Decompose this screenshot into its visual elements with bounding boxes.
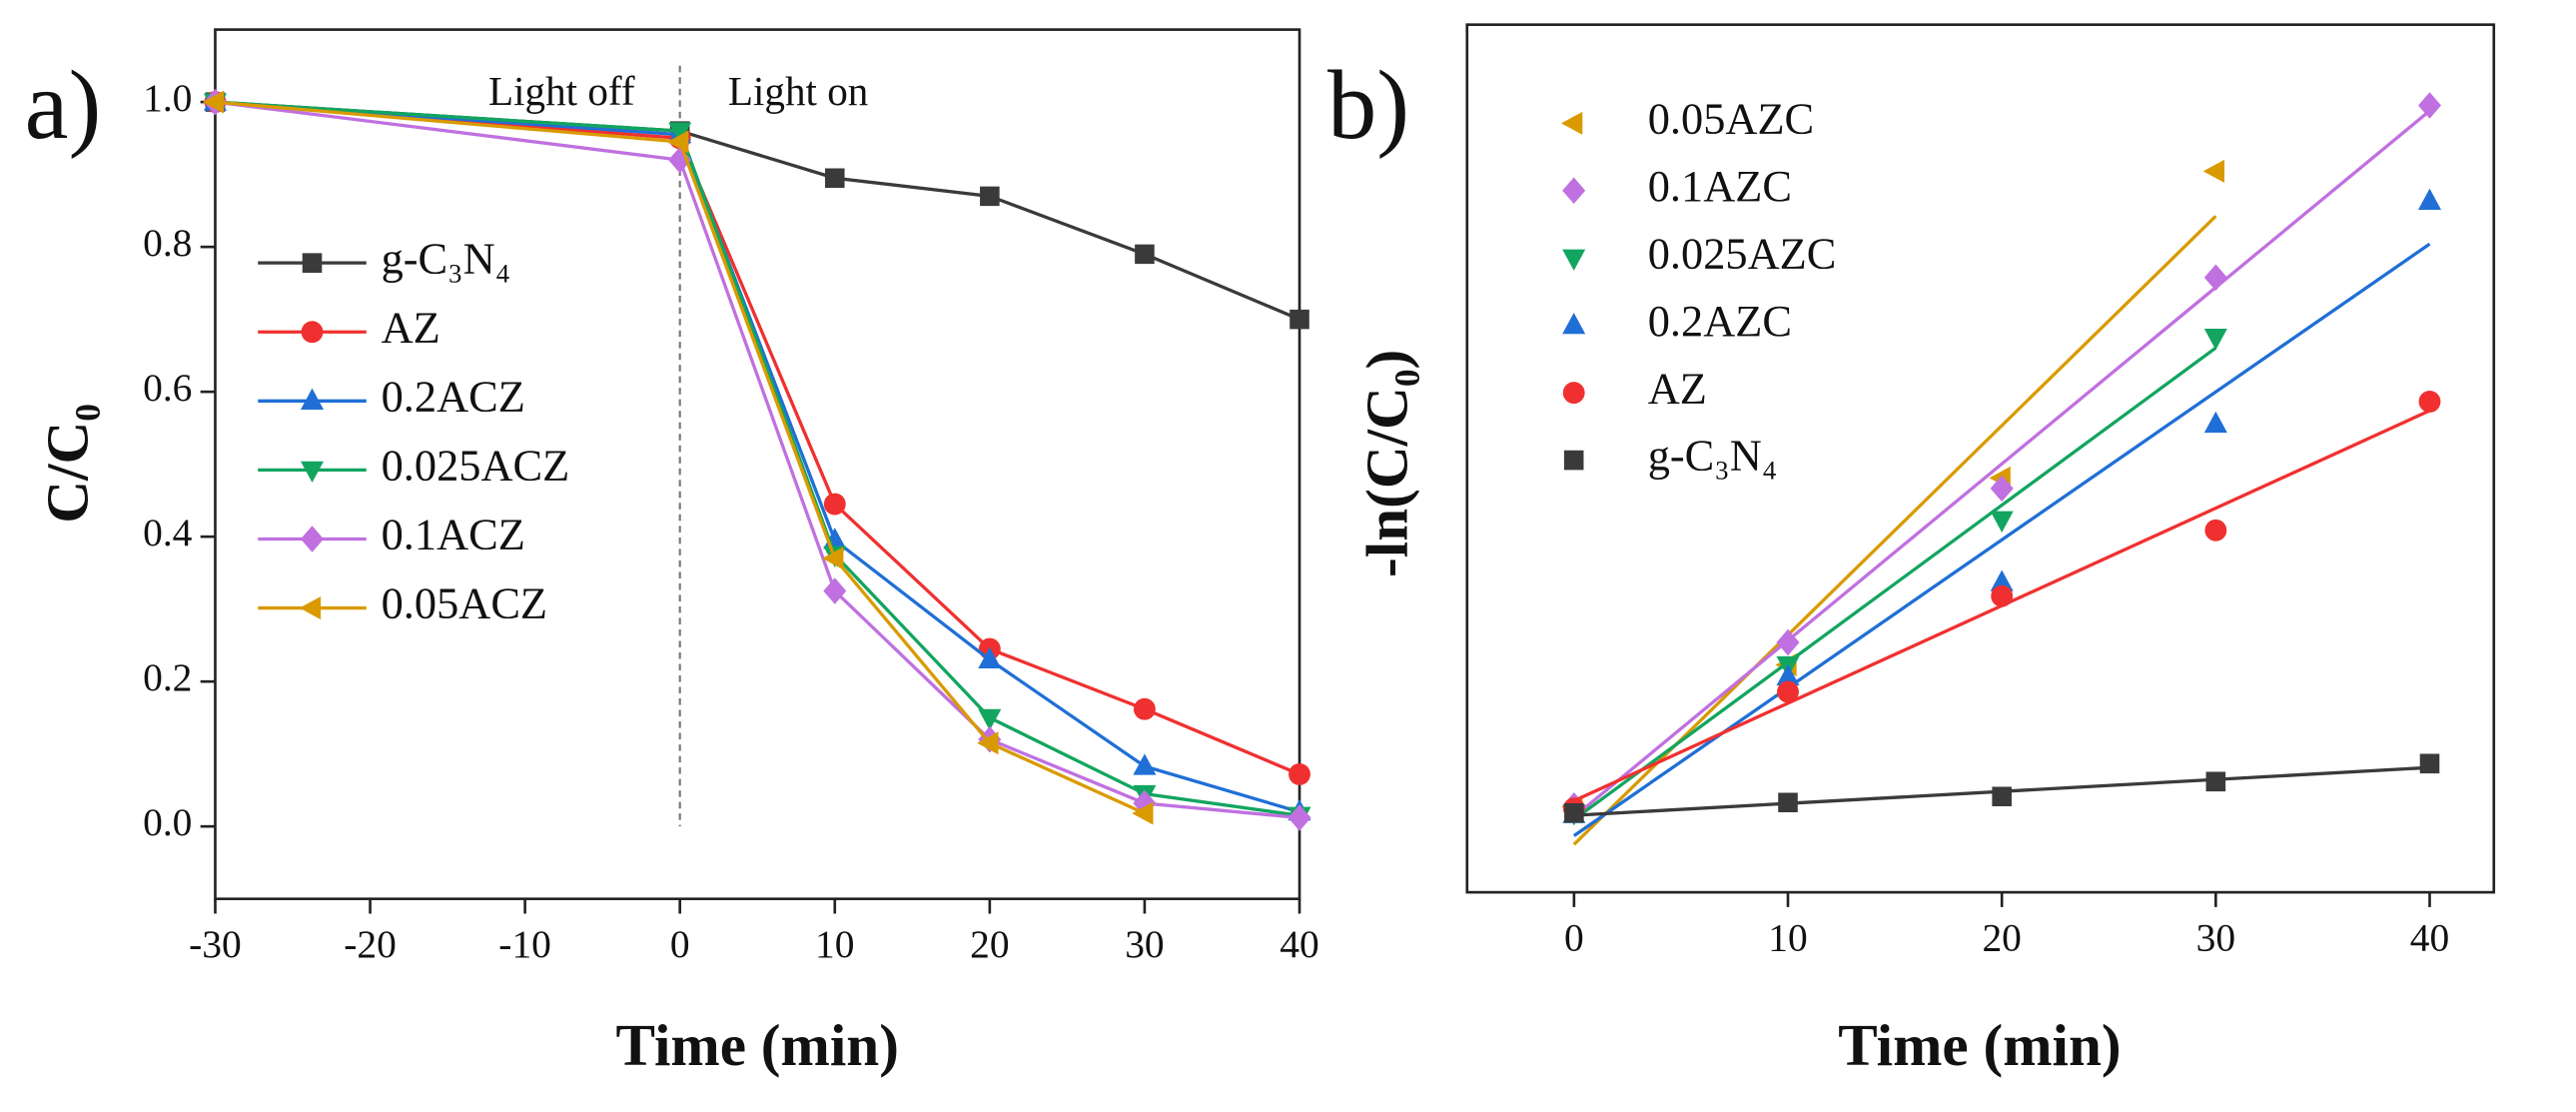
legend-marker [1562,249,1586,271]
data-point [1990,475,2014,503]
x-tick-label: -20 [344,922,397,966]
legend-label: 0.025AZC [1648,228,1837,278]
data-point [2203,264,2227,291]
legend-label: g-C₃N₄ [382,233,511,283]
legend-marker [300,526,325,553]
data-point [1133,697,1156,720]
plot-frame [214,28,1301,900]
x-tick-label: 0 [1564,916,1584,960]
legend-label: 0.025ACZ [382,441,570,491]
x-tick-label: 10 [815,922,854,966]
data-point [1135,244,1155,265]
legend-label: 0.2AZC [1648,296,1792,346]
data-point [823,577,847,604]
data-point [2205,771,2226,792]
legend-marker [1561,111,1583,135]
legend-marker [302,253,323,273]
data-point [823,493,846,516]
data-point [2204,519,2227,542]
x-axis-title: Time (min) [1838,1012,2121,1078]
data-point [1288,804,1311,831]
y-tick-label: 1.0 [143,76,192,120]
data-point [2417,92,2442,119]
data-point [1778,792,1798,813]
y-axis-title: -ln(C/C₀) [1353,350,1419,577]
series-line [215,100,1300,820]
x-tick-label: 20 [970,922,1009,966]
data-point [1776,663,1800,686]
data-point [1991,584,2014,607]
data-point [1777,680,1799,703]
panel-label: b) [1327,51,1409,160]
data-point [2203,328,2227,351]
data-point [1564,802,1584,823]
panel-label: a) [25,51,102,160]
series-line [215,100,1300,776]
legend-marker [300,461,325,484]
legend-label: 0.1AZC [1648,161,1792,211]
y-axis-title: C/C₀ [35,404,101,524]
legend-label: 0.05ACZ [382,578,547,628]
legend-label: g-C₃N₄ [1648,431,1778,481]
y-tick-label: 0.4 [143,511,193,555]
y-tick-label: 0.2 [143,655,192,699]
data-point [1990,569,2014,591]
data-point [1288,763,1310,785]
series-line [215,100,1300,817]
annotation: Light on [728,68,868,114]
data-point [977,731,999,755]
data-point [1289,309,1309,330]
annotation: Light off [488,68,635,114]
x-tick-label: 0 [670,922,690,966]
x-tick-label: -10 [498,922,551,966]
data-point [824,168,845,189]
data-point [202,90,225,114]
x-tick-label: 20 [1982,916,2021,960]
series-line [215,100,1300,814]
data-point [1990,511,2014,533]
legend-marker [300,388,325,410]
x-axis-title: Time (min) [616,1012,899,1078]
legend-marker [299,596,322,620]
y-tick-label: 0.6 [143,366,192,410]
data-point [1992,786,2012,807]
data-point [2417,188,2442,210]
plot-frame [1465,23,2496,894]
data-point [2419,753,2440,774]
data-point [978,646,1002,669]
legend-marker [301,321,324,344]
data-point [822,547,844,570]
legend-label: 0.1ACZ [382,510,525,559]
fit-line [1572,346,2217,821]
legend-label: AZ [382,302,440,352]
data-point [1776,628,1800,656]
data-point [2202,159,2224,183]
legend-marker [1562,382,1585,405]
data-point [1132,801,1154,825]
legend-label: 0.05AZC [1648,94,1814,144]
legend-marker [1562,312,1586,335]
data-point [668,122,692,144]
y-tick-label: 0.0 [143,800,192,844]
x-tick-label: 10 [1768,916,1807,960]
data-point [978,708,1002,731]
legend-marker [1563,450,1584,471]
legend-marker [1562,177,1586,205]
data-point [2418,391,2441,413]
data-point [980,186,1000,207]
legend-label: 0.2ACZ [382,372,525,422]
data-point [1133,753,1157,775]
y-tick-label: 0.8 [143,221,192,265]
x-tick-label: 40 [2410,916,2449,960]
data-point [2203,411,2227,434]
x-tick-label: -30 [189,922,242,966]
legend-label: AZ [1648,363,1707,413]
x-tick-label: 40 [1280,922,1318,966]
series-line [215,100,1300,322]
fit-line [1572,109,2431,818]
x-tick-label: 30 [1125,922,1164,966]
x-tick-label: 30 [2196,916,2235,960]
data-point [667,130,689,154]
